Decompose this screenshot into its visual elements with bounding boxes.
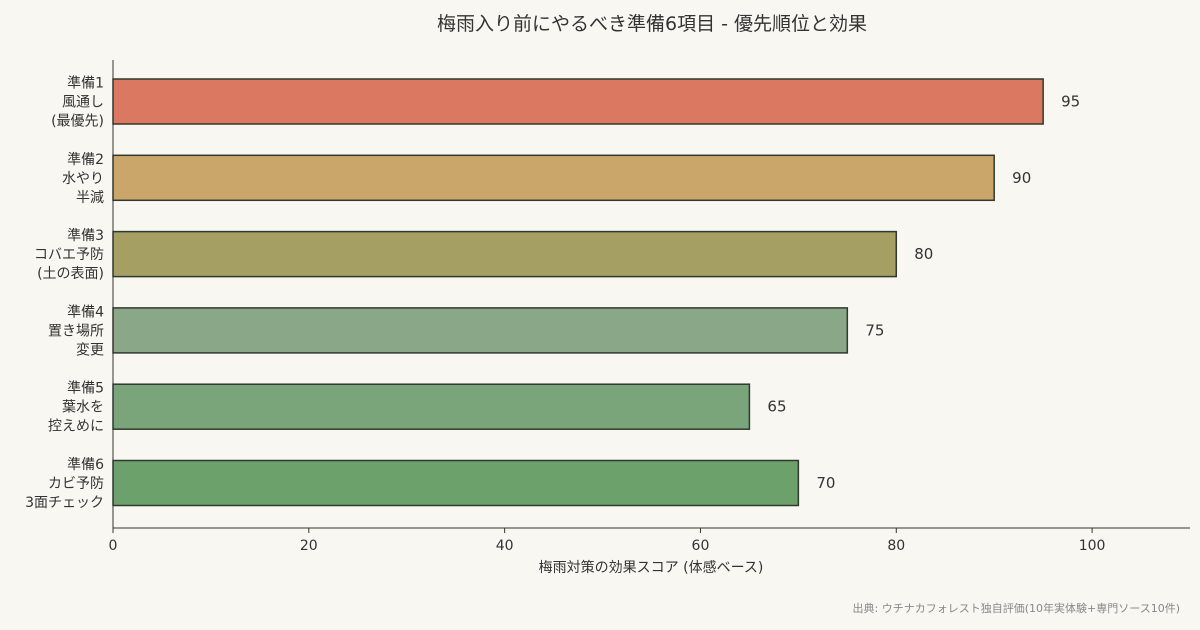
category-label-line: 控えめに: [48, 419, 104, 435]
category-label-line: カビ予防: [48, 476, 104, 492]
category-label-line: 変更: [76, 341, 104, 358]
category-label-line: 準備3: [67, 228, 104, 244]
bar-value-label-4: 75: [865, 321, 884, 339]
category-label-line: 水やり: [62, 171, 104, 187]
category-label-6: 準備6 カビ予防 3面チェック: [25, 457, 104, 511]
category-label-1: 準備1 風通し (最優先): [51, 76, 104, 130]
category-label-4: 準備4 置き場所変更: [48, 304, 104, 358]
category-label-3: 準備3 コバエ予防 (土の表面): [34, 228, 104, 282]
bar-value-label-6: 70: [816, 474, 835, 492]
bar-value-label-2: 90: [1012, 169, 1031, 187]
bar-6: [112, 459, 800, 507]
bar-value-label-3: 80: [914, 245, 933, 263]
category-label-2: 準備2 水やり半減: [62, 152, 104, 206]
x-tick-label: 100: [1079, 538, 1106, 554]
x-axis-title: 梅雨対策の効果スコア (体感ベース): [539, 559, 764, 576]
category-label-line: 葉水を: [62, 400, 104, 416]
category-label-line: (最優先): [51, 114, 104, 130]
bar-4: [112, 307, 849, 354]
bar-value-label-5: 65: [767, 398, 786, 416]
category-label-line: 風通し: [62, 95, 104, 111]
category-label-line: コバエ予防: [34, 247, 104, 263]
category-label-5: 準備5 葉水を控えめに: [48, 381, 104, 435]
bar-5: [112, 383, 751, 430]
bar-3: [112, 230, 898, 278]
category-label-line: 準備4: [67, 304, 104, 320]
bar-value-label-1: 95: [1061, 93, 1080, 111]
x-tick-label: 80: [887, 538, 905, 554]
category-label-line: 準備2: [67, 152, 104, 168]
bar-1: [112, 78, 1044, 125]
x-axis-ticks: 0 20 40 60 80 100: [109, 528, 1106, 554]
x-tick-label: 20: [300, 538, 318, 554]
source-note: 出典: ウチナカフォレスト独自評価(10年実体験+専門ソース10件): [853, 601, 1180, 615]
bars-group: 95 90 80 75 65 70: [112, 78, 1080, 507]
category-label-line: 半減: [76, 189, 104, 206]
x-tick-label: 60: [692, 538, 710, 554]
bar-2: [112, 154, 995, 202]
category-label-line: 準備1: [67, 76, 104, 92]
x-tick-label: 0: [109, 538, 118, 554]
category-label-line: (土の表面): [37, 266, 104, 282]
category-label-line: 3面チェック: [25, 495, 104, 511]
chart-title: 梅雨入り前にやるべき準備6項目 - 優先順位と効果: [437, 13, 867, 35]
x-tick-label: 40: [496, 538, 514, 554]
category-label-line: 準備6: [67, 457, 104, 473]
category-label-line: 準備5: [67, 381, 104, 397]
category-label-line: 置き場所: [48, 323, 104, 339]
